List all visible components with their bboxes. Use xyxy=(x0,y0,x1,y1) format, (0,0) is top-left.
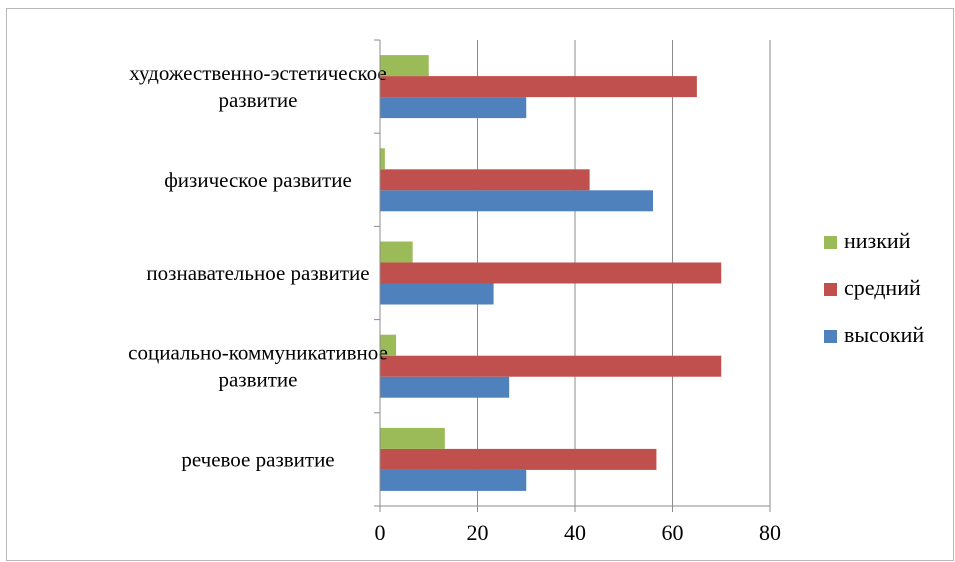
category-label-1-0: социально-коммуникативное xyxy=(128,341,388,365)
bar-низкий-2 xyxy=(380,241,413,263)
bar-высокий-2 xyxy=(380,283,494,305)
bar-низкий-0 xyxy=(380,427,445,449)
bar-высокий-4 xyxy=(380,97,527,119)
category-label-0-0: речевое развитие xyxy=(181,447,334,471)
x-tick-label-60: 60 xyxy=(662,520,684,545)
bar-высокий-1 xyxy=(380,376,510,398)
bar-высокий-3 xyxy=(380,190,653,212)
bar-низкий-1 xyxy=(380,334,397,356)
category-label-4-0: художественно-эстетическое xyxy=(129,61,386,85)
bar-средний-1 xyxy=(380,355,722,377)
bar-средний-0 xyxy=(380,448,657,470)
bar-низкий-4 xyxy=(380,55,429,77)
bar-высокий-0 xyxy=(380,469,527,491)
category-label-3-0: физическое развитие xyxy=(164,168,352,192)
bar-средний-3 xyxy=(380,169,590,191)
x-tick-label-80: 80 xyxy=(759,520,781,545)
legend-label-высокий: высокий xyxy=(844,322,924,347)
bar-средний-4 xyxy=(380,76,697,98)
legend-swatch-средний xyxy=(824,283,837,296)
category-label-1-1: развитие xyxy=(218,368,297,392)
category-label-4-1: развитие xyxy=(218,88,297,112)
bar-средний-2 xyxy=(380,262,722,284)
legend-label-средний: средний xyxy=(844,275,921,300)
x-tick-label-0: 0 xyxy=(375,520,386,545)
category-label-2-0: познавательное развитие xyxy=(146,261,369,285)
legend-label-низкий: низкий xyxy=(844,228,911,253)
x-tick-label-40: 40 xyxy=(564,520,586,545)
legend-swatch-высокий xyxy=(824,330,837,343)
legend-swatch-низкий xyxy=(824,236,837,249)
x-tick-label-20: 20 xyxy=(467,520,489,545)
bar-низкий-3 xyxy=(380,148,385,170)
